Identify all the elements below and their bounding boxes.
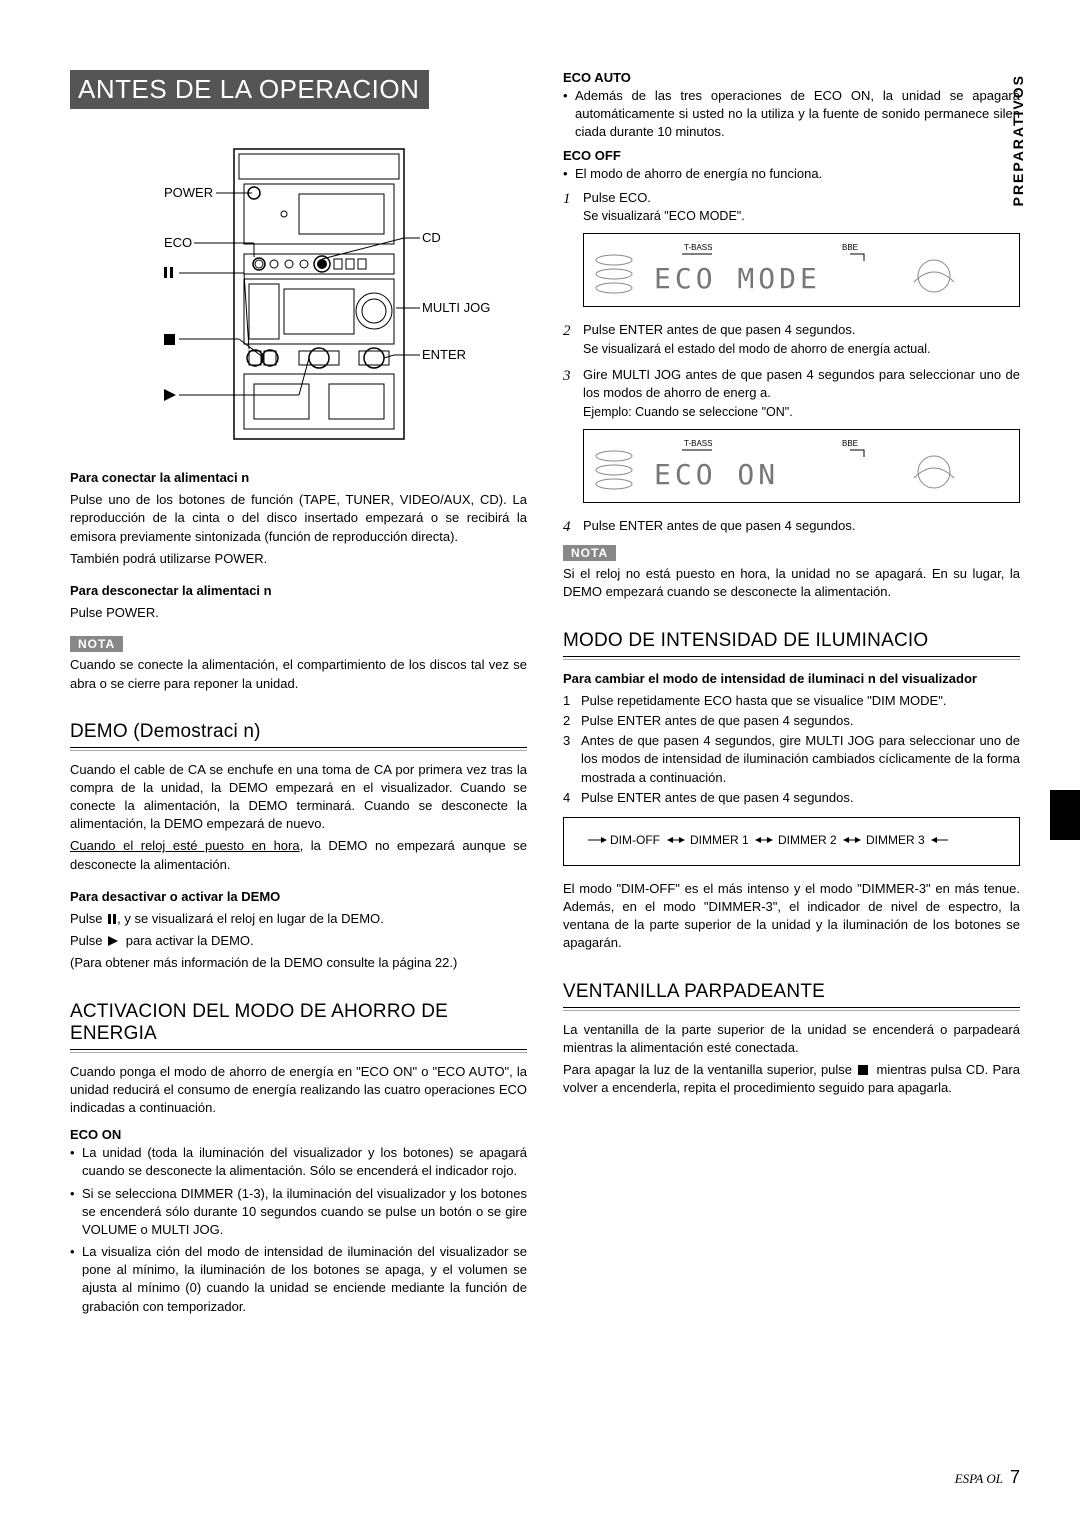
dim-intro: Para cambiar el modo de intensidad de il… xyxy=(563,670,1020,688)
list-item: Además de las tres operaciones de ECO ON… xyxy=(563,87,1020,142)
demo-title: DEMO (Demostraci n) xyxy=(70,721,527,743)
nota-2-text: Si el reloj no está puesto en hora, la u… xyxy=(563,565,1020,601)
step-item: 2 Pulse ENTER antes de que pasen 4 segun… xyxy=(563,321,1020,358)
connect-heading: Para conectar la alimentaci n xyxy=(70,469,527,487)
blink-p1: La ventanilla de la parte superior de la… xyxy=(563,1021,1020,1057)
page-footer: ESPA OL 7 xyxy=(955,1467,1020,1488)
label-enter: ENTER xyxy=(422,347,466,362)
svg-text:T-BASS: T-BASS xyxy=(684,243,712,252)
stop-icon xyxy=(856,1062,872,1077)
divider xyxy=(70,1049,527,1053)
svg-text:DIM-OFF: DIM-OFF xyxy=(610,833,660,847)
nota-badge: NOTA xyxy=(70,636,123,652)
list-item: 4Pulse ENTER antes de que pasen 4 segund… xyxy=(563,789,1020,807)
demo-off-head: Para desactivar o activar la DEMO xyxy=(70,888,527,906)
eco-intro: Cuando ponga el modo de ahorro de energí… xyxy=(70,1063,527,1118)
svg-text:T-BASS: T-BASS xyxy=(684,439,712,448)
list-item: Si se selecciona DIMMER (1-3), la ilumin… xyxy=(70,1185,527,1240)
demo-off-ref: (Para obtener más información de la DEMO… xyxy=(70,954,527,972)
eco-on-head: ECO ON xyxy=(70,1127,527,1142)
svg-text:BBE: BBE xyxy=(842,439,858,448)
eco-on-list: La unidad (toda la iluminación del visua… xyxy=(70,1144,527,1316)
svg-text:BBE: BBE xyxy=(842,243,858,252)
label-power: POWER xyxy=(164,185,213,200)
step-item: 4 Pulse ENTER antes de que pasen 4 segun… xyxy=(563,517,1020,535)
demo-off-l2: Pulse para activar la DEMO. xyxy=(70,932,527,950)
step-item: 3 Gire MULTI JOG antes de que pasen 4 se… xyxy=(563,366,1020,503)
svg-text:DIMMER 2: DIMMER 2 xyxy=(778,833,837,847)
right-column: ECO AUTO Además de las tres operaciones … xyxy=(563,70,1020,1322)
list-item: El modo de ahorro de energía no funciona… xyxy=(563,165,1020,183)
step-item: 1 Pulse ECO. Se visualizará "ECO MODE". … xyxy=(563,189,1020,308)
eco-auto-head: ECO AUTO xyxy=(563,70,1020,85)
demo-p1: Cuando el cable de CA se enchufe en una … xyxy=(70,761,527,834)
svg-text:DIMMER 1: DIMMER 1 xyxy=(690,833,749,847)
list-item: La unidad (toda la iluminación del visua… xyxy=(70,1144,527,1180)
eco-steps: 1 Pulse ECO. Se visualizará "ECO MODE". … xyxy=(563,189,1020,535)
lcd-display-1: T-BASS BBE ECO MODE xyxy=(583,233,1020,307)
main-title: ANTES DE LA OPERACION xyxy=(70,70,429,109)
label-multijog: MULTI JOG xyxy=(422,300,490,315)
dim-steps: 1Pulse repetidamente ECO hasta que se vi… xyxy=(563,692,1020,807)
list-item: 2Pulse ENTER antes de que pasen 4 segund… xyxy=(563,712,1020,730)
connect-tail: También podrá utilizarse POWER. xyxy=(70,550,527,568)
pause-icon xyxy=(106,911,117,926)
disconnect-body: Pulse POWER. xyxy=(70,604,527,622)
dimmer-cycle-box: DIM-OFF DIMMER 1 DIMMER 2 DIMMER 3 xyxy=(563,817,1020,866)
disconnect-heading: Para desconectar la alimentaci n xyxy=(70,582,527,600)
svg-text:ECO MODE: ECO MODE xyxy=(654,262,821,295)
dim-title: MODO DE INTENSIDAD DE ILUMINACIO xyxy=(563,630,1020,652)
list-item: 3Antes de que pasen 4 segundos, gire MUL… xyxy=(563,732,1020,787)
demo-p2: Cuando el reloj esté puesto en hora, la … xyxy=(70,837,527,873)
blink-title: VENTANILLA PARPADEANTE xyxy=(563,981,1020,1003)
divider xyxy=(563,656,1020,660)
lcd-display-2: T-BASS BBE ECO ON xyxy=(583,429,1020,503)
stereo-diagram: POWER ECO xyxy=(70,139,527,449)
svg-text:DIMMER 3: DIMMER 3 xyxy=(866,833,925,847)
left-column: ANTES DE LA OPERACION xyxy=(70,70,527,1322)
divider xyxy=(563,1007,1020,1011)
edge-marker xyxy=(1050,790,1080,840)
eco-title: ACTIVACION DEL MODO DE AHORRO DE ENERGIA xyxy=(70,1001,527,1045)
demo-off-l1: Pulse , y se visualizará el reloj en lug… xyxy=(70,910,527,928)
eco-off-list: El modo de ahorro de energía no funciona… xyxy=(563,165,1020,183)
connect-body: Pulse uno de los botones de función (TAP… xyxy=(70,491,527,546)
label-eco: ECO xyxy=(164,235,192,250)
eco-off-head: ECO OFF xyxy=(563,148,1020,163)
eco-auto-list: Además de las tres operaciones de ECO ON… xyxy=(563,87,1020,142)
list-item: 1Pulse repetidamente ECO hasta que se vi… xyxy=(563,692,1020,710)
nota-1-text: Cuando se conecte la alimentación, el co… xyxy=(70,656,527,692)
list-item: La visualiza ción del modo de intensidad… xyxy=(70,1243,527,1316)
svg-text:ECO ON: ECO ON xyxy=(654,458,779,491)
dim-note: El modo "DIM-OFF" es el más intenso y el… xyxy=(563,880,1020,953)
divider xyxy=(70,747,527,751)
blink-p2: Para apagar la luz de la ventanilla supe… xyxy=(563,1061,1020,1097)
label-cd: CD xyxy=(422,230,441,245)
play-icon xyxy=(106,933,122,948)
nota-badge: NOTA xyxy=(563,545,616,561)
